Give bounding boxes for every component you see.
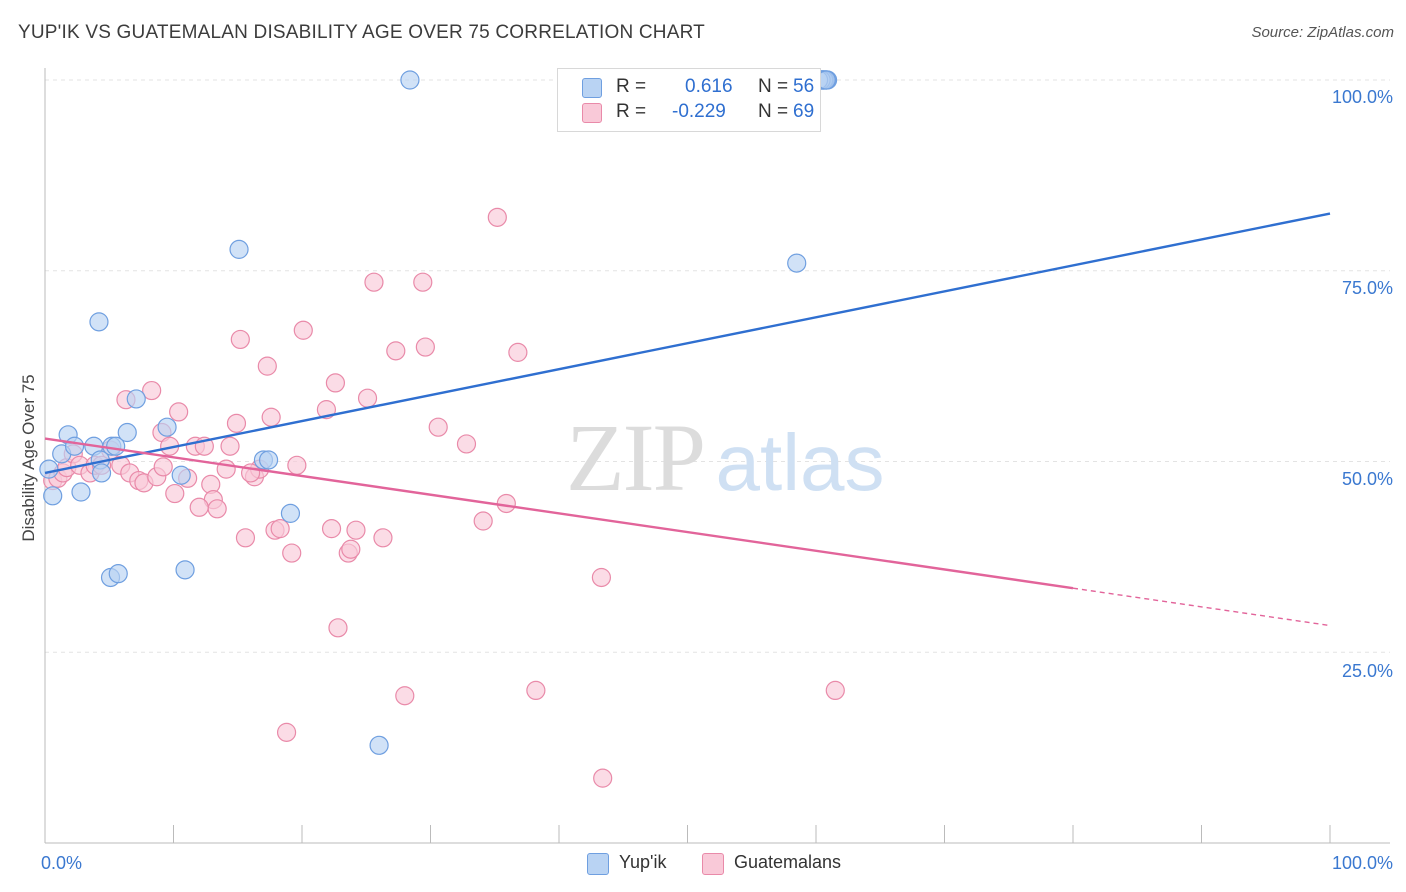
data-point xyxy=(293,320,313,340)
bottom-legend-label-yupik: Yup'ik xyxy=(619,852,667,872)
trend-lines xyxy=(44,212,1331,627)
data-point xyxy=(364,272,384,292)
data-point xyxy=(473,511,493,531)
data-point xyxy=(357,388,378,408)
data-point xyxy=(593,768,613,788)
data-point xyxy=(825,680,845,701)
data-point xyxy=(428,417,448,437)
data-point xyxy=(261,407,281,427)
data-point xyxy=(175,560,195,580)
y-axis-label: Disability Age Over 75 xyxy=(19,374,38,542)
data-point xyxy=(270,519,290,539)
data-point xyxy=(415,337,435,357)
data-point xyxy=(226,413,247,433)
data-point xyxy=(526,680,546,701)
watermark: ZIP atlas xyxy=(566,404,884,511)
data-point xyxy=(386,341,406,361)
legend-r-label: R = xyxy=(616,76,647,97)
data-point xyxy=(229,239,249,259)
source-label: Source: ZipAtlas.com xyxy=(1251,24,1394,41)
data-point xyxy=(71,482,91,502)
data-point xyxy=(189,497,209,517)
data-point xyxy=(496,493,516,514)
data-point xyxy=(346,520,366,540)
trend-line-guatemalans xyxy=(44,437,1074,590)
y-tick-label: 50.0% xyxy=(1342,469,1393,489)
tick-labels: 25.0% 50.0% 75.0% 100.0% 0.0% 100.0% xyxy=(41,87,1393,873)
data-point xyxy=(282,543,302,563)
data-point xyxy=(207,499,227,519)
data-point xyxy=(126,389,146,409)
legend-r-value: 0.616 xyxy=(685,76,733,97)
y-tick-label: 25.0% xyxy=(1342,661,1393,681)
data-point xyxy=(39,459,59,479)
data-point xyxy=(108,564,128,584)
data-point xyxy=(321,519,342,539)
data-point xyxy=(369,735,389,755)
trend-line-yupik xyxy=(44,212,1331,475)
legend-n-value: 56 xyxy=(793,76,815,97)
data-point xyxy=(165,483,185,504)
data-point xyxy=(43,486,63,506)
grid-lines xyxy=(45,79,1390,653)
legend-n-value: 69 xyxy=(793,101,815,122)
watermark-zip: ZIP xyxy=(566,404,704,511)
bottom-legend-label-guatemalans: Guatemalans xyxy=(734,852,842,872)
x-tick-label: 100.0% xyxy=(1332,853,1393,873)
data-point xyxy=(373,528,393,548)
data-point xyxy=(171,465,191,485)
legend-n-label: N = xyxy=(758,76,789,97)
legend-swatch-yupik xyxy=(582,78,602,98)
data-point xyxy=(142,380,162,401)
legend-r-label: R = xyxy=(616,101,647,122)
data-point xyxy=(89,312,109,332)
data-point xyxy=(400,70,420,90)
data-point xyxy=(117,422,137,443)
data-point xyxy=(280,503,301,523)
data-point xyxy=(91,463,112,483)
data-point xyxy=(328,618,348,638)
data-point xyxy=(787,253,807,273)
data-point xyxy=(591,567,612,588)
y-tick-label: 100.0% xyxy=(1332,87,1393,107)
data-point xyxy=(276,722,297,742)
trend-line-guatemalans-extension xyxy=(1072,587,1331,627)
y-tick-label: 75.0% xyxy=(1342,278,1393,298)
legend-r-value: -0.229 xyxy=(672,101,726,122)
data-point xyxy=(216,459,236,479)
data-point xyxy=(220,436,240,456)
chart-title: YUP'IK VS GUATEMALAN DISABILITY AGE OVER… xyxy=(18,22,705,43)
watermark-atlas: atlas xyxy=(716,418,885,507)
data-point xyxy=(153,457,173,477)
data-point xyxy=(169,402,189,422)
data-point xyxy=(287,455,307,475)
data-point xyxy=(456,434,477,454)
x-tick-label: 0.0% xyxy=(41,853,82,873)
legend-n-label: N = xyxy=(758,101,789,122)
data-point xyxy=(230,329,250,350)
legend-swatch-guatemalans xyxy=(582,103,602,123)
axes xyxy=(44,68,1390,844)
data-point xyxy=(508,342,528,362)
series-guatemalans-points xyxy=(43,207,845,788)
data-point xyxy=(325,373,346,393)
data-point xyxy=(235,528,256,548)
bottom-legend-swatch-yupik xyxy=(587,853,609,875)
data-point xyxy=(487,207,507,227)
bottom-legend-swatch-guatemalans xyxy=(702,853,724,875)
data-point xyxy=(413,272,433,292)
data-point xyxy=(257,356,277,376)
data-point xyxy=(258,450,279,470)
data-point xyxy=(395,686,415,706)
data-point xyxy=(64,436,85,456)
data-point xyxy=(157,417,177,437)
legend: R = 0.616 N = 56 R = -0.229 N = 69 xyxy=(557,68,821,132)
data-point xyxy=(341,539,361,559)
